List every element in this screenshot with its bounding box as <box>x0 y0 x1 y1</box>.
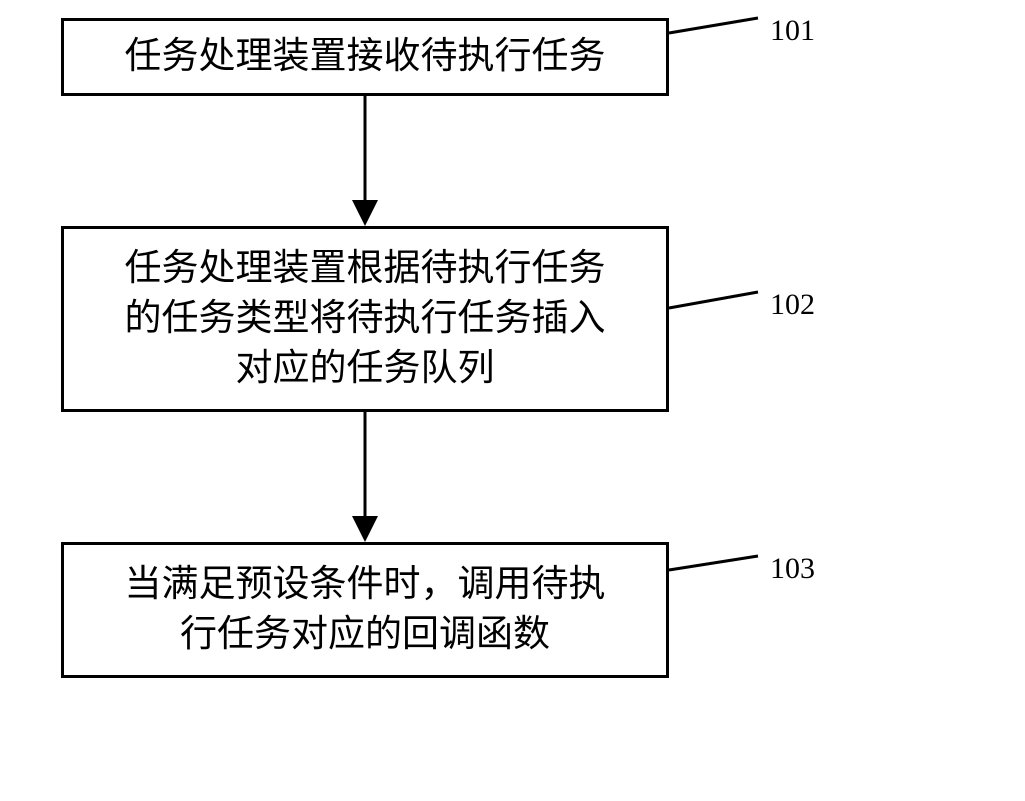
flowchart-node-1: 任务处理装置接收待执行任务 <box>61 18 669 96</box>
flowchart-label-2: 102 <box>770 288 815 322</box>
flowchart-label-1: 101 <box>770 14 815 48</box>
flowchart-label-3: 103 <box>770 552 815 586</box>
flowchart-node-3: 当满足预设条件时，调用待执 行任务对应的回调函数 <box>61 542 669 678</box>
leader-line-2 <box>667 290 760 310</box>
flowchart-arrow-2 <box>348 412 382 542</box>
flowchart-canvas: 任务处理装置接收待执行任务 101 任务处理装置根据待执行任务 的任务类型将待执… <box>0 0 1025 801</box>
leader-line-1 <box>667 16 760 35</box>
flowchart-arrow-1 <box>348 96 382 226</box>
flowchart-node-2: 任务处理装置根据待执行任务 的任务类型将待执行任务插入 对应的任务队列 <box>61 226 669 412</box>
leader-line-3 <box>667 554 760 572</box>
